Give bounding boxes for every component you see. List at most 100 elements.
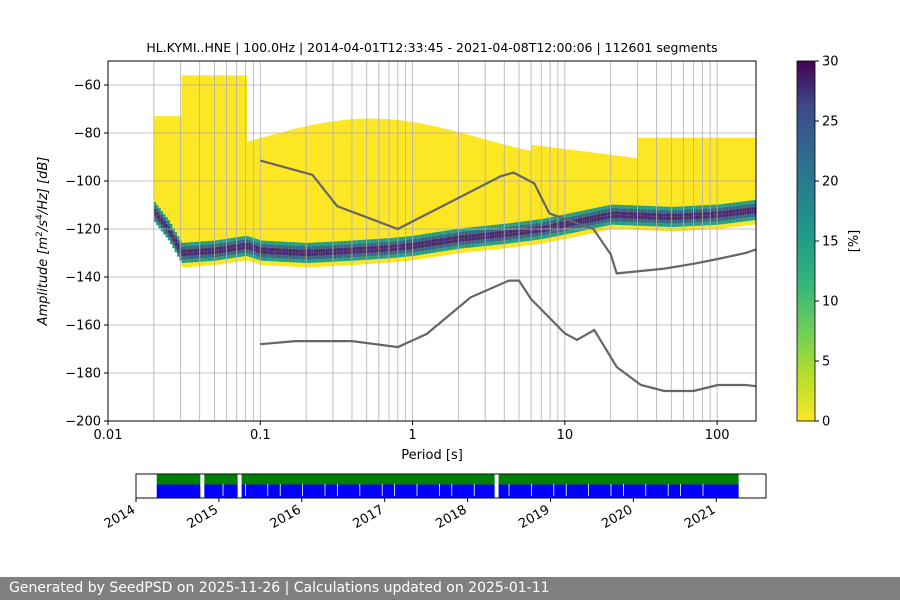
heat-cell [390,119,393,263]
heat-cell [519,235,523,239]
heat-cell [427,236,431,241]
heat-cell [623,221,627,226]
heat-cell [714,214,718,219]
timeline-ticks: 2014 2015 2016 2017 2018 2019 2020 2021 [102,498,718,532]
heat-cell [705,208,708,212]
heat-cell [436,242,440,246]
heat-cell [714,137,718,230]
heat-cell [630,222,634,226]
heat-cell [716,204,720,208]
heat-cell [661,209,664,214]
heat-cell [200,254,204,259]
heat-cell [575,218,579,222]
heat-cell [542,228,546,233]
heat-cell [742,137,746,226]
heat-cell [353,243,356,248]
heat-cell [718,204,722,208]
heat-cell [232,241,236,245]
heat-cell [695,205,699,209]
heat-cell [302,249,305,253]
heat-cell [714,218,718,222]
heat-cell [556,229,560,233]
heat-cell [471,240,475,244]
heat-cell [158,208,162,212]
heat-cell [174,242,178,246]
heat-cell [721,214,725,218]
heat-cell [399,237,403,241]
heat-cell [285,251,289,256]
heat-cell [723,210,727,214]
heat-cell [288,241,292,246]
heat-cell [214,250,217,254]
heat-cell [737,215,741,219]
heat-cell [392,244,396,248]
heat-cell [311,124,315,268]
heat-cell [265,244,268,248]
heat-cell [559,218,563,222]
heat-cell [438,127,442,257]
heat-cell [369,256,373,260]
heat-cell [408,121,412,261]
heat-cell [207,244,211,248]
heat-cell [295,249,299,253]
heat-cell [519,231,523,236]
heat-cell [364,253,368,257]
heat-cell [721,207,725,211]
timeline-tick-label: 2015 [185,502,221,532]
heat-cell [735,212,739,216]
heat-cell [598,220,602,224]
heat-cell [656,213,660,217]
heat-cell [408,239,412,243]
heat-cell [721,220,725,225]
heat-cell [186,255,190,260]
heat-cell [628,211,632,216]
heat-cell [392,241,396,245]
heat-cell [438,238,442,242]
heat-cell [663,206,667,210]
heat-cell [258,256,261,260]
heat-cell [251,237,255,241]
heat-cell [332,121,336,267]
heat-cell [390,244,393,249]
heat-cell [408,242,412,247]
heat-cell [441,231,444,235]
heat-cell [181,256,185,260]
heat-cell [274,258,278,262]
heat-cell [290,248,294,253]
heat-cell [552,226,556,231]
heat-cell [725,206,729,211]
heat-cell [336,120,340,266]
heat-cell [369,239,373,243]
heat-cell [630,208,634,213]
heat-cell [281,248,285,252]
heat-cell [202,258,206,262]
heat-cell [524,149,528,246]
heat-cell [276,251,280,255]
heat-cell [371,252,375,257]
heat-cell [723,217,727,221]
heat-cell [707,221,711,226]
heat-cell [700,212,704,216]
heat-cell [526,237,530,241]
heat-cell [353,250,356,254]
heat-cell [262,244,266,248]
heat-cell [251,250,255,255]
heat-cell [693,212,697,216]
heat-cell [637,222,641,226]
heat-cell [172,231,176,235]
heat-cell [538,222,542,227]
heat-cell [480,236,484,240]
heat-cell [225,75,229,264]
heat-cell [579,224,583,228]
heat-cell [276,133,280,266]
heat-cell [174,238,178,243]
heat-cell [714,204,718,209]
heat-cell [195,248,199,252]
heat-cell [526,234,530,238]
heat-cell [339,241,343,245]
heat-cell [522,224,525,229]
heat-cell [177,249,180,254]
heat-cell [447,129,451,255]
heat-cell [554,219,558,223]
heat-cell [538,232,542,237]
